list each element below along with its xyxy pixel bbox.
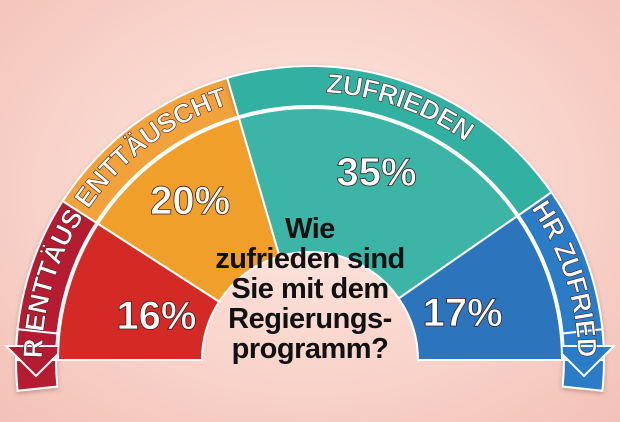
- value-label: 16%: [116, 294, 196, 338]
- value-label: 35%: [337, 150, 417, 194]
- question-text: Wie zufrieden sind Sie mit dem Regierung…: [196, 214, 424, 364]
- wedge: [397, 214, 564, 361]
- question-line: zufrieden sind: [215, 243, 405, 275]
- wedge: [237, 107, 519, 300]
- question-line: Sie mit dem: [231, 273, 389, 305]
- wedge: [96, 116, 281, 303]
- value-label: 20%: [150, 179, 230, 223]
- value-label: 17%: [423, 291, 503, 335]
- question-line: programm?: [231, 333, 389, 365]
- question-line: Regierungs-: [228, 303, 392, 335]
- left-arrow-head: [3, 345, 69, 378]
- question-line: Wie: [285, 213, 335, 245]
- right-arrow-head: [551, 345, 617, 378]
